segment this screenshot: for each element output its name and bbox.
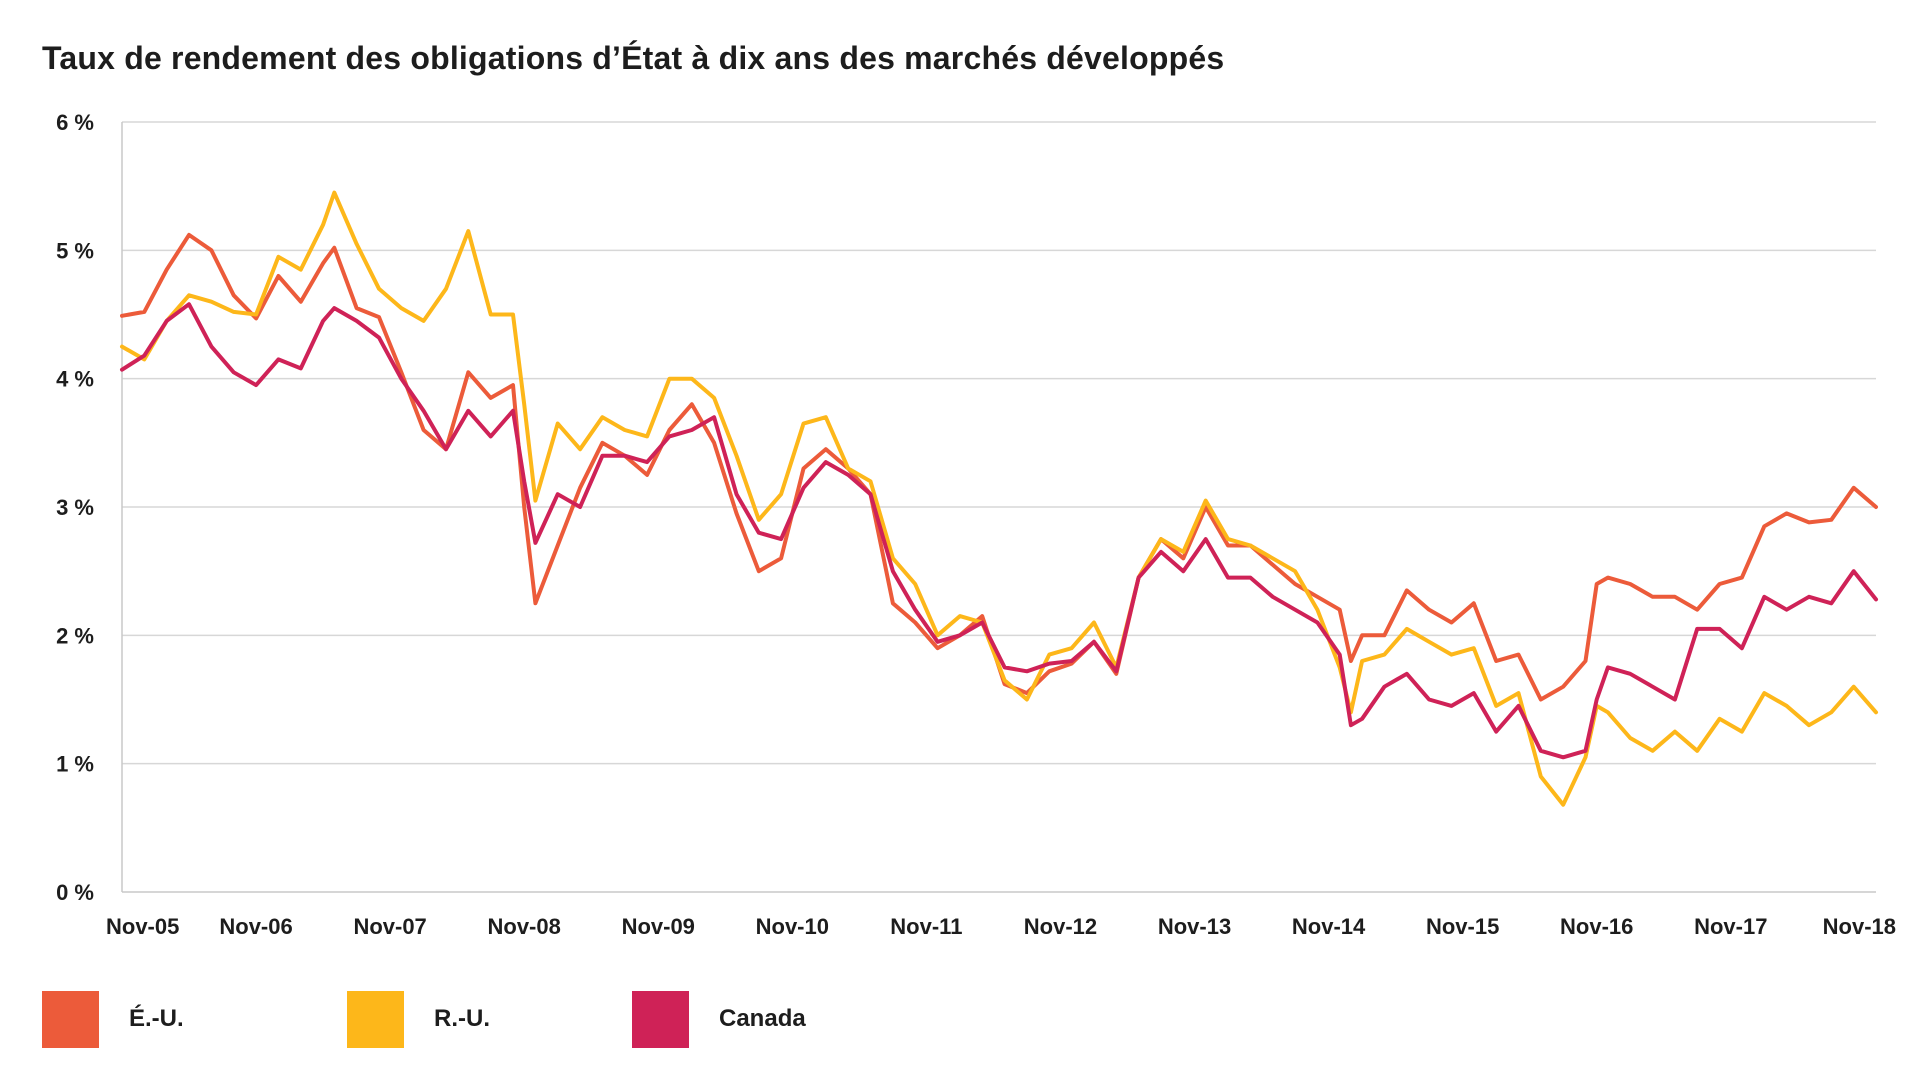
legend-swatch <box>347 990 404 1048</box>
series-line-2 <box>120 302 1878 760</box>
y-tick-label: 2 % <box>56 623 94 648</box>
legend-swatch <box>42 990 99 1048</box>
chart-title: Taux de rendement des obligations d’État… <box>42 40 1225 76</box>
y-tick-label: 1 % <box>56 752 94 777</box>
y-tick-label: 3 % <box>56 495 94 520</box>
x-tick-label: Nov-16 <box>1560 914 1633 939</box>
x-tick-label: Nov-08 <box>488 914 561 939</box>
legend-label: É.-U. <box>129 1005 184 1032</box>
series-lines <box>120 190 1878 807</box>
line-chart: 0 % 1 % 2 % 3 % 4 % 5 % 6 % Nov-05 Nov-06 Nov-07… <box>56 110 1896 939</box>
y-axis-ticks: 0 % 1 % 2 % 3 % 4 % 5 % 6 % <box>56 110 94 905</box>
x-axis-ticks: Nov-05 Nov-06 Nov-07 Nov-08 Nov-09 Nov-10 Nov-… <box>106 914 1896 939</box>
y-tick-label: 5 % <box>56 238 94 263</box>
legend-item: Canada <box>632 990 806 1048</box>
gridlines <box>122 121 1876 765</box>
x-tick-label: Nov-15 <box>1426 914 1499 939</box>
y-tick-label: 6 % <box>56 110 94 135</box>
x-tick-label: Nov-14 <box>1292 914 1366 939</box>
axes <box>121 122 1876 893</box>
x-tick-label: Nov-18 <box>1823 914 1896 939</box>
x-tick-label: Nov-17 <box>1694 914 1767 939</box>
x-tick-label: Nov-13 <box>1158 914 1231 939</box>
series-line-1 <box>120 190 1878 807</box>
legend-label: Canada <box>719 1005 806 1032</box>
x-tick-label: Nov-05 <box>106 914 179 939</box>
legend-item: É.-U. <box>42 990 184 1048</box>
x-tick-label: Nov-10 <box>756 914 829 939</box>
legend-item: R.-U. <box>347 990 490 1048</box>
y-tick-label: 0 % <box>56 880 94 905</box>
series-line-0 <box>120 232 1878 702</box>
x-tick-label: Nov-07 <box>353 914 426 939</box>
legend-swatch <box>632 990 689 1048</box>
legend-label: R.-U. <box>434 1005 490 1032</box>
x-tick-label: Nov-09 <box>622 914 695 939</box>
y-tick-label: 4 % <box>56 367 94 392</box>
x-tick-label: Nov-12 <box>1024 914 1097 939</box>
x-tick-label: Nov-11 <box>890 914 962 939</box>
x-tick-label: Nov-06 <box>219 914 292 939</box>
